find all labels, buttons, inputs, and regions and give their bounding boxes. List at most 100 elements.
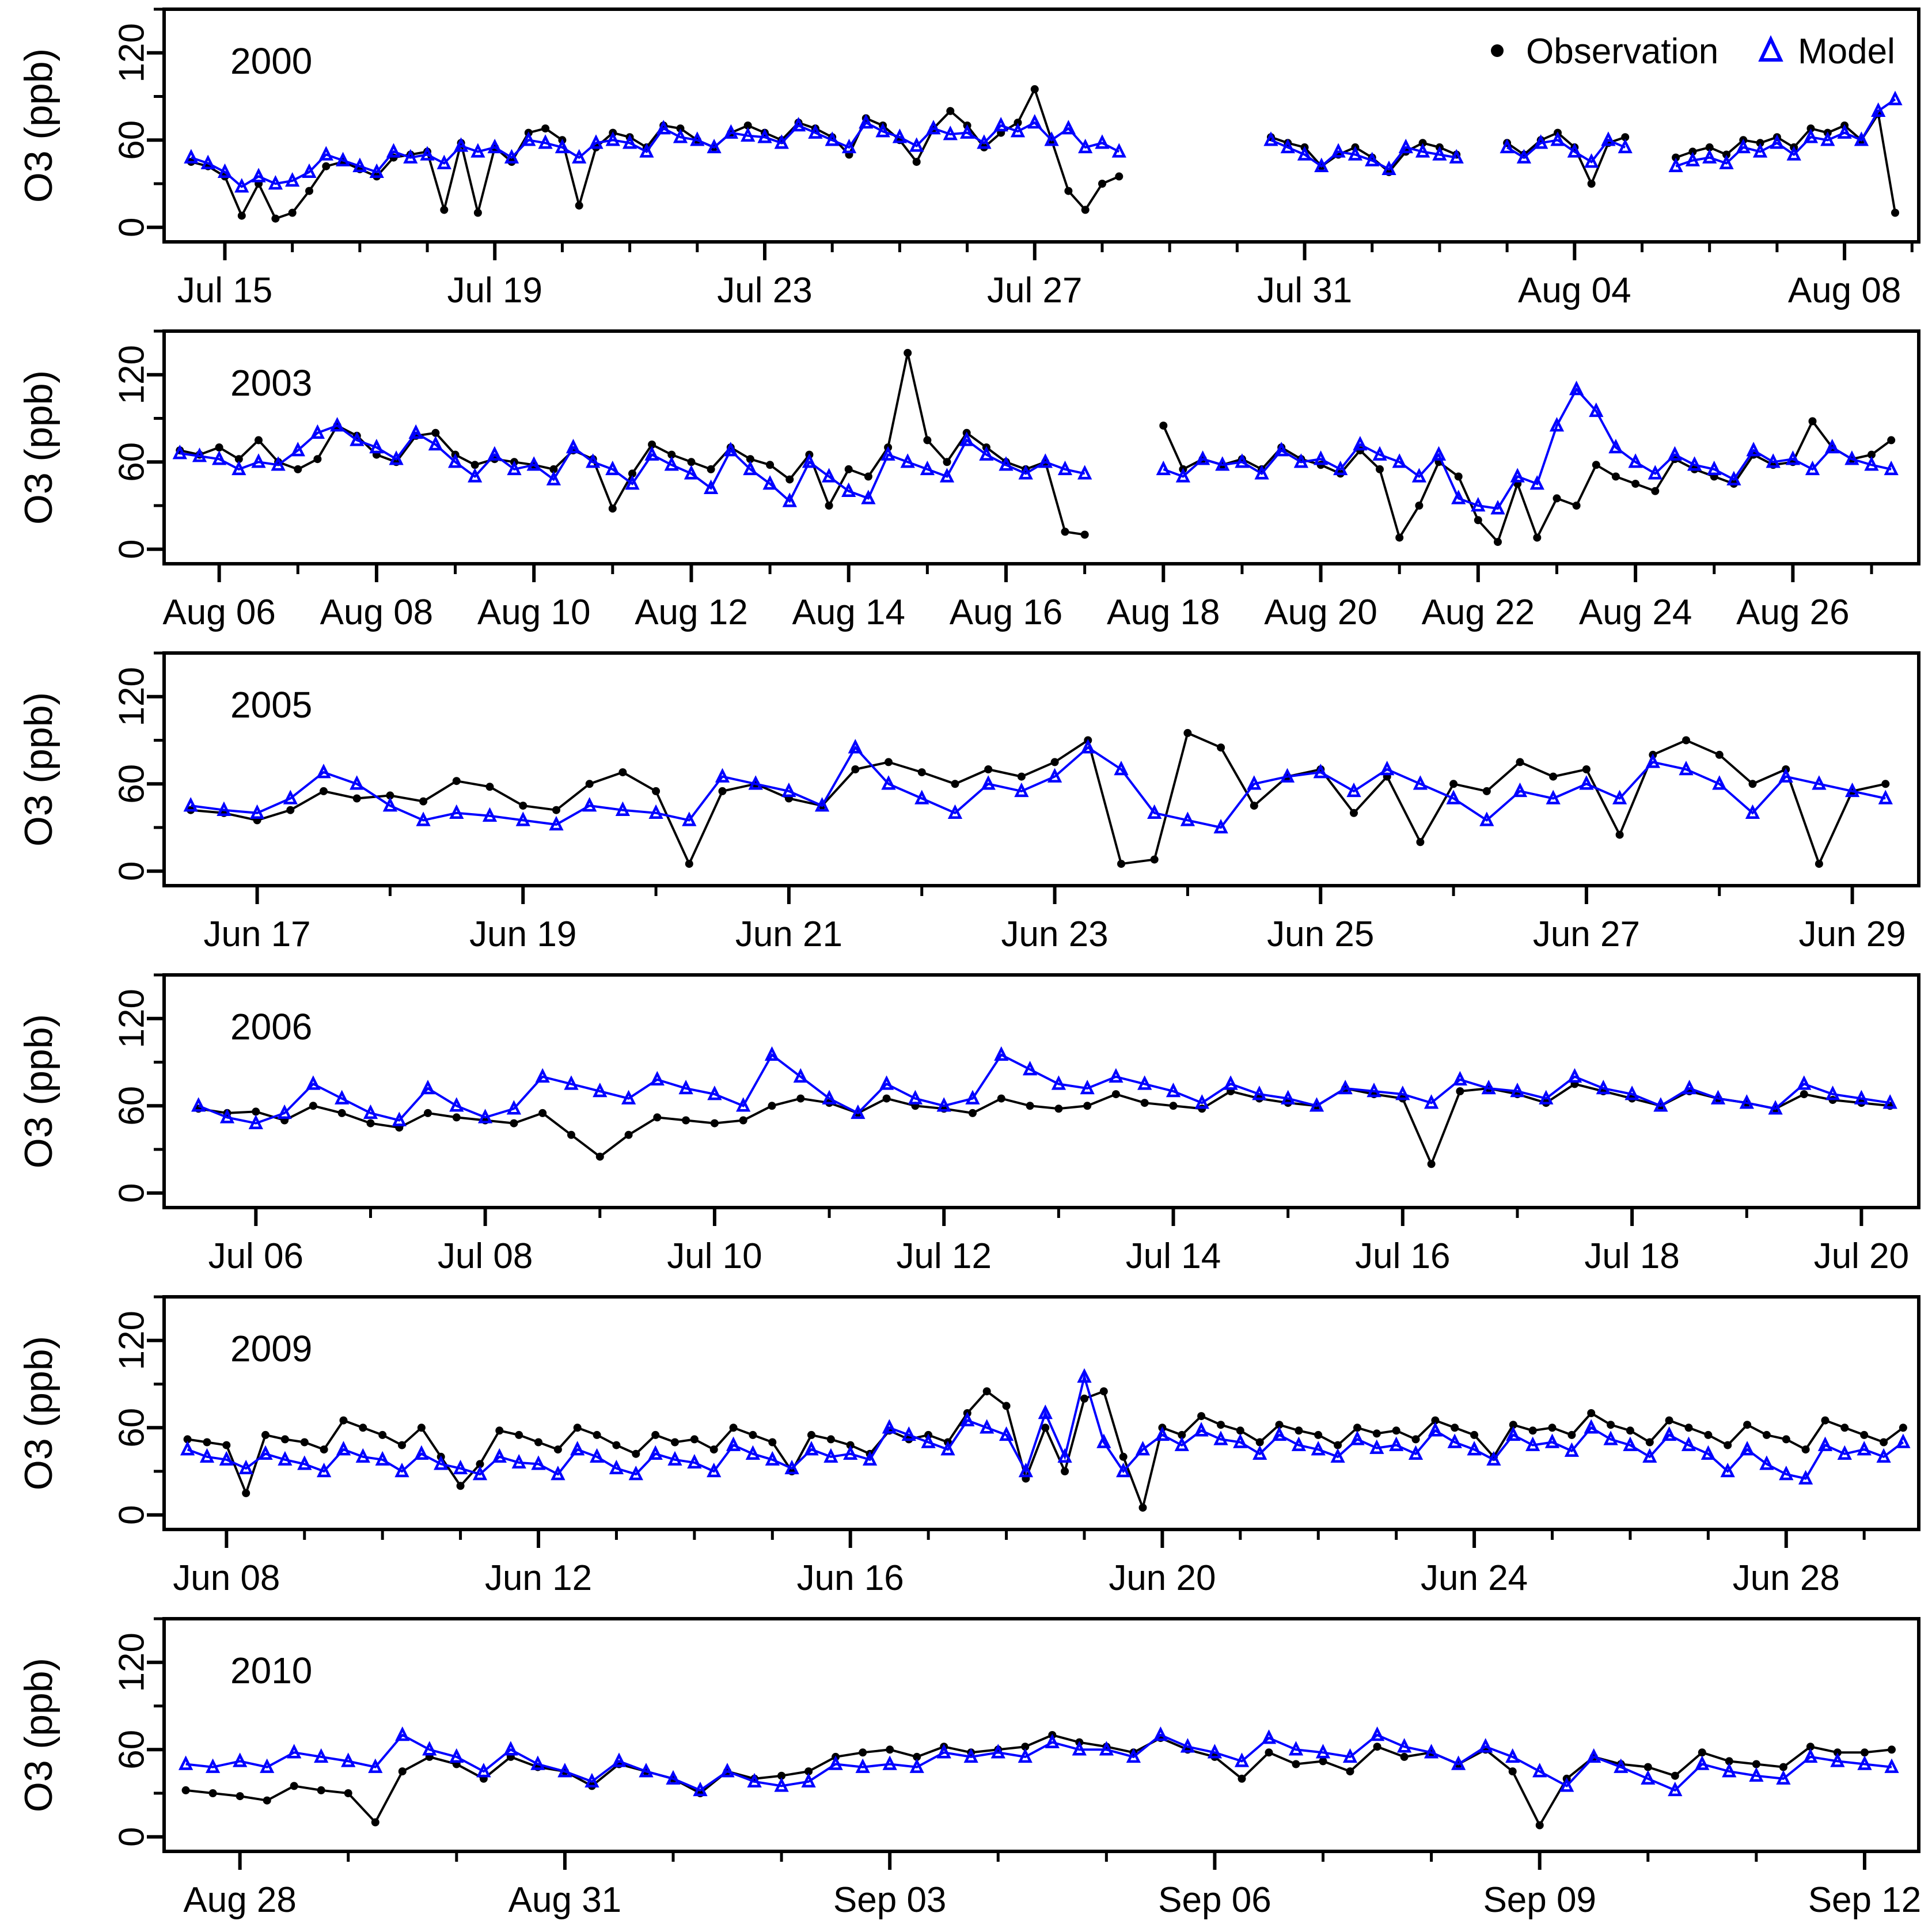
model-point <box>757 128 772 143</box>
model-point <box>1309 1097 1324 1112</box>
model-point <box>993 116 1008 132</box>
observation-point <box>1050 758 1059 766</box>
observation-point <box>378 1430 387 1439</box>
observation-point <box>825 502 833 510</box>
x-tick-label: Jun 29 <box>1799 914 1906 954</box>
model-point <box>449 1097 464 1112</box>
model-point <box>1452 1071 1468 1086</box>
observation-point <box>1615 830 1624 839</box>
observation-point <box>339 1416 348 1425</box>
model-series <box>172 380 1899 515</box>
model-point <box>1797 1075 1812 1090</box>
model-point <box>801 1772 816 1788</box>
model-point <box>1645 753 1660 768</box>
model-point <box>231 460 246 476</box>
model-point <box>939 468 955 483</box>
observation-point <box>710 1119 719 1128</box>
model-point <box>449 804 464 819</box>
model-point <box>1424 1094 1439 1109</box>
observation-point <box>1002 1402 1011 1410</box>
model-point <box>1381 160 1396 176</box>
observation-point <box>593 1430 601 1439</box>
model-point <box>879 1075 894 1090</box>
observation-point <box>1080 1394 1088 1403</box>
model-point <box>1247 775 1262 790</box>
model-point <box>297 1455 312 1470</box>
x-axis: Aug 06 Aug 08 Aug 10 Aug 12 Aug 14 Aug 16 Aug … <box>162 564 1873 632</box>
model-point <box>183 797 198 812</box>
observation-point <box>1138 1504 1147 1512</box>
plot-box <box>162 973 1920 1209</box>
observation-point <box>1833 1748 1842 1757</box>
observation-point <box>851 765 860 773</box>
model-point <box>1156 460 1171 476</box>
model-point <box>639 1763 654 1778</box>
model-point <box>1857 1441 1872 1456</box>
observation-point <box>912 158 921 166</box>
model-point <box>329 417 345 432</box>
model-point <box>1078 138 1093 154</box>
observation-point <box>1470 1430 1479 1439</box>
model-point <box>678 1079 693 1095</box>
model-point <box>199 1448 215 1463</box>
model-point <box>1288 1741 1304 1756</box>
observation-point <box>1427 1160 1436 1168</box>
model-point <box>1785 450 1801 465</box>
observation-point <box>1395 533 1404 542</box>
model-point <box>368 1758 383 1773</box>
observation-point <box>1516 758 1524 766</box>
observation-point <box>1587 180 1596 188</box>
observation-point <box>997 1094 1005 1103</box>
model-point <box>1567 1068 1582 1083</box>
observation-point <box>322 162 331 170</box>
observation-point <box>553 1445 562 1454</box>
model-point <box>394 1462 409 1478</box>
model-point <box>1719 154 1734 169</box>
observation-point <box>1887 436 1896 445</box>
model-point <box>825 131 840 146</box>
observation-point <box>1860 1430 1869 1439</box>
model-point <box>1166 1082 1181 1098</box>
plot-box <box>162 7 1920 244</box>
model-point <box>260 1758 275 1773</box>
model-point <box>1038 1404 1053 1419</box>
y-tick-label: 60 <box>112 764 151 804</box>
model-point <box>999 456 1014 471</box>
observation-point <box>476 1460 484 1468</box>
observation-point <box>739 1116 747 1125</box>
observation-point <box>1061 1467 1069 1475</box>
model-point <box>908 1090 923 1104</box>
model-point <box>1014 782 1029 798</box>
observation-point <box>252 1107 260 1116</box>
model-point <box>1668 1781 1683 1797</box>
model-point <box>1888 90 1903 105</box>
model-point <box>487 446 502 461</box>
model-point <box>1261 1729 1277 1744</box>
model-point <box>1333 460 1348 476</box>
observation-point <box>685 860 693 868</box>
observation-point <box>846 1441 855 1449</box>
observation-point <box>1705 143 1714 151</box>
model-point <box>1111 143 1126 158</box>
model-point <box>1623 1436 1638 1451</box>
observation-point <box>1800 1090 1808 1099</box>
model-point <box>1153 1726 1168 1741</box>
model-point <box>551 1466 565 1481</box>
model-point <box>921 1433 936 1448</box>
model-point <box>781 782 796 798</box>
model-point <box>747 1772 762 1788</box>
model-point <box>920 460 935 476</box>
model-point <box>302 163 317 179</box>
model-point <box>1252 1085 1267 1100</box>
model-point <box>285 172 300 187</box>
model-point <box>1365 151 1380 166</box>
model-point <box>648 804 663 819</box>
model-point <box>814 797 830 812</box>
model-point <box>1471 496 1486 512</box>
model-point <box>622 134 637 149</box>
x-tick-label: Jul 18 <box>1584 1236 1679 1276</box>
model-point <box>316 764 331 779</box>
model-point <box>1449 149 1464 164</box>
y-tick-label: 60 <box>112 442 151 482</box>
